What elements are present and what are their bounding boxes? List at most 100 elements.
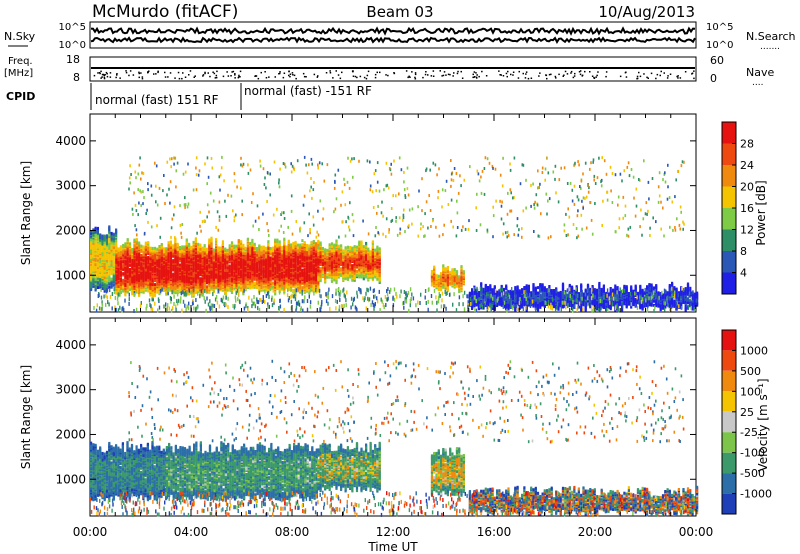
data-region-1 [115, 237, 204, 298]
station-title: McMurdo (fitACF) [92, 2, 238, 22]
nave-dot [292, 74, 294, 76]
colorbar-tick-label: 24 [740, 159, 754, 172]
y-tick-label: 2000 [55, 427, 86, 441]
nave-dot [374, 76, 377, 79]
nave-dot [264, 71, 266, 73]
x-tick-label: 04:00 [174, 525, 209, 539]
nave-dot [558, 73, 560, 76]
nave-dot [98, 72, 101, 74]
nave-dot [507, 70, 509, 73]
y-tick-label: 3000 [55, 383, 86, 397]
nave-dot [563, 74, 565, 76]
power-data-layer [90, 155, 699, 313]
nave-dot [518, 70, 520, 73]
nave-dot [693, 77, 695, 80]
noise-left-tick-bottom: 10^0 [59, 40, 86, 51]
nave-dot [505, 72, 508, 75]
nave-dot [239, 70, 242, 73]
nave-dot [128, 74, 130, 77]
nave-dot [646, 76, 648, 79]
noise-panel: N.Sky N.Search ....... 10^5 10^0 10^5 10… [4, 21, 796, 52]
colorbar-segment [722, 272, 736, 294]
x-tick-label: 12:00 [376, 525, 411, 539]
nave-dot [595, 76, 597, 78]
nave-dot [351, 70, 354, 72]
nave-dot [481, 70, 483, 73]
nave-dot [268, 76, 270, 78]
nave-dot [103, 76, 106, 79]
nave-dot [625, 76, 628, 78]
nave-dot [457, 70, 459, 73]
colorbar-tick-label: 1000 [740, 344, 768, 357]
nave-dot [502, 75, 505, 77]
nave-dot [476, 77, 478, 79]
nave-dot [647, 77, 649, 79]
nave-dot [548, 73, 551, 76]
nave-dot [339, 77, 342, 80]
velocity-panel: 1000 2000 3000 4000 Slant Range [km] 1000 50… [19, 317, 772, 517]
nave-dot [215, 74, 218, 77]
y-tick-label: 1000 [55, 268, 86, 282]
nave-dot [538, 75, 540, 77]
colorbar-segment [722, 370, 736, 392]
nave-dot [278, 73, 280, 75]
nave-dot [393, 72, 396, 75]
nave-dot [194, 75, 196, 77]
freq-nave-dots [93, 70, 695, 80]
x-tick-labels: 00:00 04:00 08:00 12:00 16:00 20:00 00:00 [73, 525, 714, 539]
data-region-0 [90, 225, 118, 293]
nave-dot [591, 75, 594, 77]
nave-dot [512, 71, 515, 73]
nave-dot [329, 72, 332, 74]
nave-dot [460, 70, 462, 73]
nave-dot [234, 74, 236, 76]
nave-dot [589, 71, 591, 73]
noise-left-tick-top: 10^5 [59, 22, 86, 33]
nave-dot [461, 77, 464, 79]
power-colorbar: 4 8 12 16 20 24 28 [721, 121, 754, 295]
noise-right-tick-top: 10^5 [706, 22, 733, 33]
nave-dot [554, 75, 557, 78]
nave-dot [578, 71, 581, 73]
nave-dot [485, 75, 488, 77]
nave-dot [550, 73, 552, 76]
nave-dot [545, 74, 547, 76]
nave-dot [572, 76, 575, 79]
nave-dot [676, 75, 678, 78]
nave-dot [226, 71, 228, 73]
nave-dot [237, 76, 240, 79]
nave-dot [317, 75, 319, 77]
colorbar-segment [722, 251, 736, 273]
nave-dot [193, 76, 195, 78]
nave-dot [432, 75, 435, 77]
nave-dot [500, 74, 502, 76]
velocity-ylabel: Slant Range [km] [19, 365, 33, 469]
nave-dot [302, 72, 305, 75]
x-tick-label: 20:00 [578, 525, 613, 539]
nave-dot [101, 76, 103, 78]
x-tick-label: 16:00 [477, 525, 512, 539]
nave-dot [289, 75, 291, 78]
nave-dot [238, 76, 240, 78]
nave-dot [254, 75, 256, 77]
nave-dot [562, 75, 564, 77]
y-tick-label: 4000 [55, 338, 86, 352]
nave-dot [663, 72, 665, 74]
nave-dot [679, 77, 682, 79]
colorbar-tick-label: 28 [740, 138, 754, 151]
colorbar-tick-label: -500 [740, 467, 765, 480]
nave-dot [456, 72, 459, 75]
nave-dot [439, 70, 441, 72]
nave-dot [475, 72, 477, 74]
nave-dot [115, 76, 117, 79]
nave-dot [655, 77, 657, 80]
nave-dot [684, 71, 687, 73]
nave-dot [282, 76, 285, 79]
freq-tick-top: 18 [66, 53, 80, 66]
nave-dot [376, 71, 378, 74]
power-axis-ticks: 1000 2000 3000 4000 [55, 114, 697, 312]
nave-dot [104, 74, 106, 76]
nave-dot [593, 77, 596, 79]
nave-dot [669, 73, 672, 75]
colorbar-tick-label: -1000 [740, 488, 772, 501]
